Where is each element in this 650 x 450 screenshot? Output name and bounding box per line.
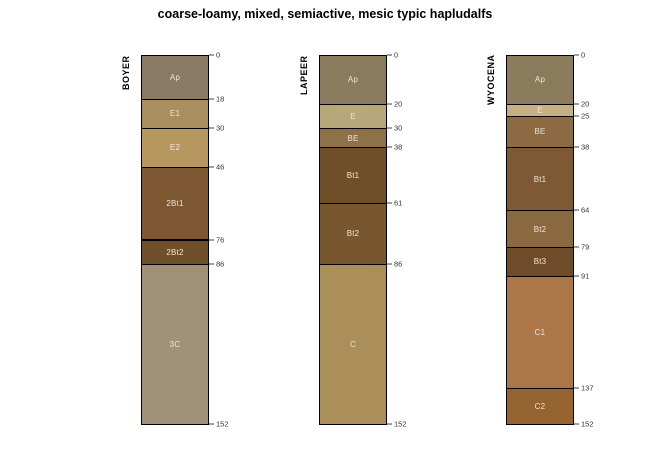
profile-name: BOYER [121,55,131,90]
depth-label: 0 [216,50,221,60]
depth-label: 18 [216,94,225,104]
horizon-bt2: Bt2 [506,210,574,248]
horizon-label: Bt1 [533,174,547,184]
horizon-e: E [319,103,387,129]
depth-tick [209,98,214,100]
depth-label: 152 [394,419,407,429]
horizon-e2: E2 [141,127,209,168]
horizon-c1: C1 [506,275,574,389]
depth-label: 137 [581,383,594,393]
depth-label: 86 [216,259,225,269]
horizon-bt3: Bt3 [506,246,574,277]
depth-tick [574,115,579,117]
horizon-c2: C2 [506,387,574,425]
horizon-label: Ap [347,75,359,85]
horizon-label: C2 [534,401,546,411]
horizon-ap: Ap [319,55,387,105]
horizon-label: E [537,105,543,115]
horizon-label: Bt1 [346,171,360,181]
depth-label: 30 [394,123,403,133]
horizon-bt1: Bt1 [506,147,574,212]
horizon-2bt2: 2Bt2 [141,239,209,265]
horizon-label: Ap [534,75,546,85]
depth-label: 79 [581,242,590,252]
depth-label: 152 [581,419,594,429]
horizon-c: C [319,263,387,425]
depth-label: 91 [581,271,590,281]
depth-label: 0 [581,50,586,60]
horizon-bt2: Bt2 [319,203,387,265]
horizon-bt1: Bt1 [319,147,387,205]
horizon-label: E2 [169,143,181,153]
horizon-label: 3C [169,339,181,349]
depth-tick [574,387,579,389]
depth-tick [574,209,579,211]
depth-label: 152 [216,419,229,429]
depth-tick [574,275,579,277]
depth-tick [209,166,214,168]
depth-label: 0 [394,50,399,60]
depth-label: 20 [581,99,590,109]
horizon-label: C1 [534,327,546,337]
depth-tick [574,423,579,425]
depth-tick [574,54,579,56]
horizon-2bt1: 2Bt1 [141,166,209,241]
horizon-ap: Ap [506,55,574,105]
horizon-label: BE [347,133,359,143]
horizon-3c: 3C [141,263,209,425]
horizon-label: Ap [169,72,181,82]
horizon-label: Bt2 [346,229,360,239]
depth-label: 20 [394,99,403,109]
horizon-label: E [350,111,356,121]
depth-label: 25 [581,111,590,121]
depth-tick [387,423,392,425]
horizon-be: BE [319,127,387,149]
depth-tick [387,146,392,148]
depth-tick [209,127,214,129]
depth-label: 64 [581,205,590,215]
depth-label: 46 [216,162,225,172]
horizon-e1: E1 [141,98,209,129]
horizon-be: BE [506,115,574,149]
depth-label: 86 [394,259,403,269]
depth-tick [209,54,214,56]
depth-tick [387,202,392,204]
horizon-ap: Ap [141,55,209,100]
horizon-label: Bt3 [533,257,547,267]
depth-tick [574,246,579,248]
depth-tick [387,54,392,56]
depth-tick [209,239,214,240]
depth-tick [387,127,392,129]
horizon-label: BE [534,127,546,137]
horizon-label: C [350,339,356,349]
depth-tick [209,263,214,265]
horizon-label: E1 [169,109,181,119]
depth-label: 76 [216,235,225,244]
depth-tick [387,263,392,265]
profile-name: WYOCENA [486,55,496,106]
horizon-label: Bt2 [533,224,547,234]
depth-tick [574,146,579,148]
depth-label: 38 [581,142,590,152]
profile-name: LAPEER [299,55,309,95]
depth-label: 38 [394,142,403,152]
figure-title: coarse-loamy, mixed, semiactive, mesic t… [157,7,493,21]
depth-tick [209,423,214,425]
depth-tick [387,103,392,105]
depth-label: 61 [394,198,403,208]
horizon-label: 2Bt2 [166,247,184,257]
depth-label: 30 [216,123,225,133]
depth-tick [574,103,579,105]
horizon-label: 2Bt1 [166,199,184,209]
